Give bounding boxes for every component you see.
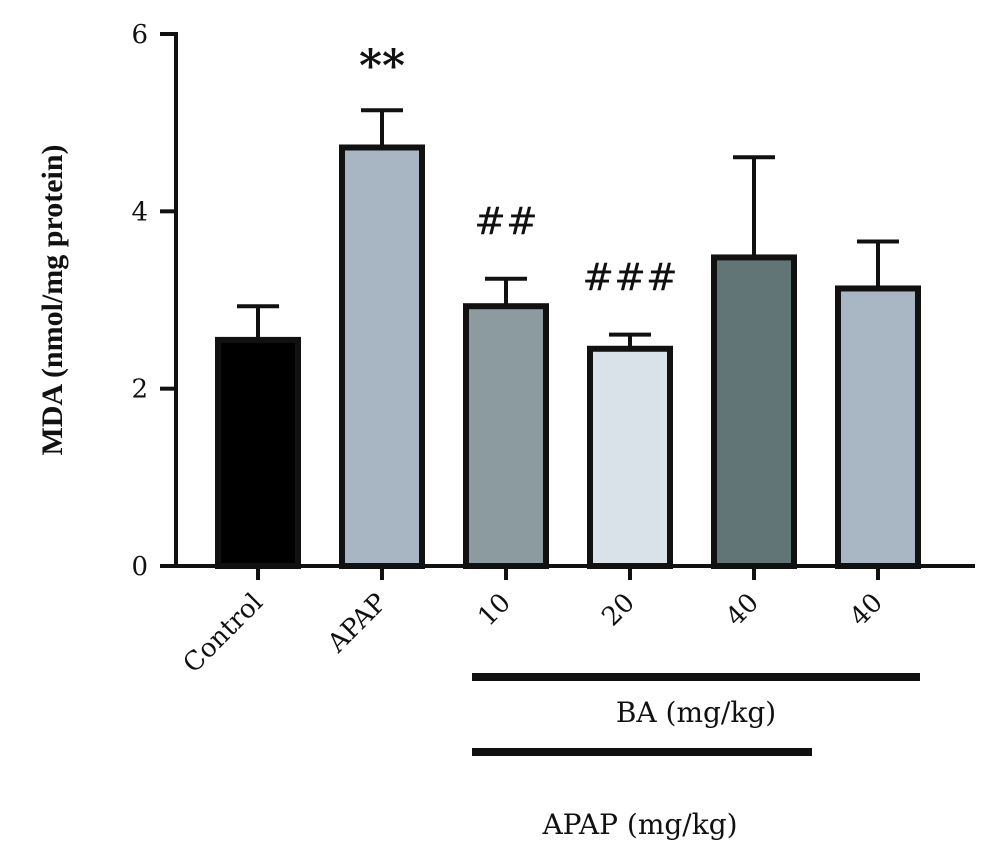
y-axis-label: MDA (nmol/mg protein) — [36, 144, 69, 455]
bar — [215, 336, 301, 569]
x-tick-label: 40 — [844, 588, 889, 633]
bars: **##### — [215, 40, 921, 569]
x-axis: Control APAP 10 20 40 40 — [174, 564, 975, 679]
group-brackets: BA (mg/kg) APAP (mg/kg) — [472, 673, 920, 841]
x-tick-label: Control — [178, 588, 269, 679]
x-tick-label: 20 — [596, 588, 641, 633]
bar — [835, 285, 921, 569]
x-tick-label: APAP — [321, 588, 393, 660]
y-tick-label: 2 — [131, 375, 148, 405]
bar — [463, 303, 549, 569]
significance-annotation: ### — [582, 256, 678, 300]
group-label: APAP (mg/kg) — [541, 808, 737, 841]
x-tick-label: 40 — [720, 588, 765, 633]
group-label: BA (mg/kg) — [616, 696, 776, 729]
significance-annotation: ## — [474, 200, 538, 244]
y-tick-label: 6 — [131, 20, 148, 50]
bar — [711, 254, 797, 569]
bar — [339, 144, 425, 569]
y-axis: 0 2 4 6 — [131, 20, 178, 582]
bar — [587, 345, 673, 569]
x-tick-label: 10 — [472, 588, 517, 633]
y-tick-label: 4 — [131, 197, 148, 227]
significance-annotation: ** — [359, 40, 405, 91]
y-tick-label: 0 — [131, 552, 148, 582]
